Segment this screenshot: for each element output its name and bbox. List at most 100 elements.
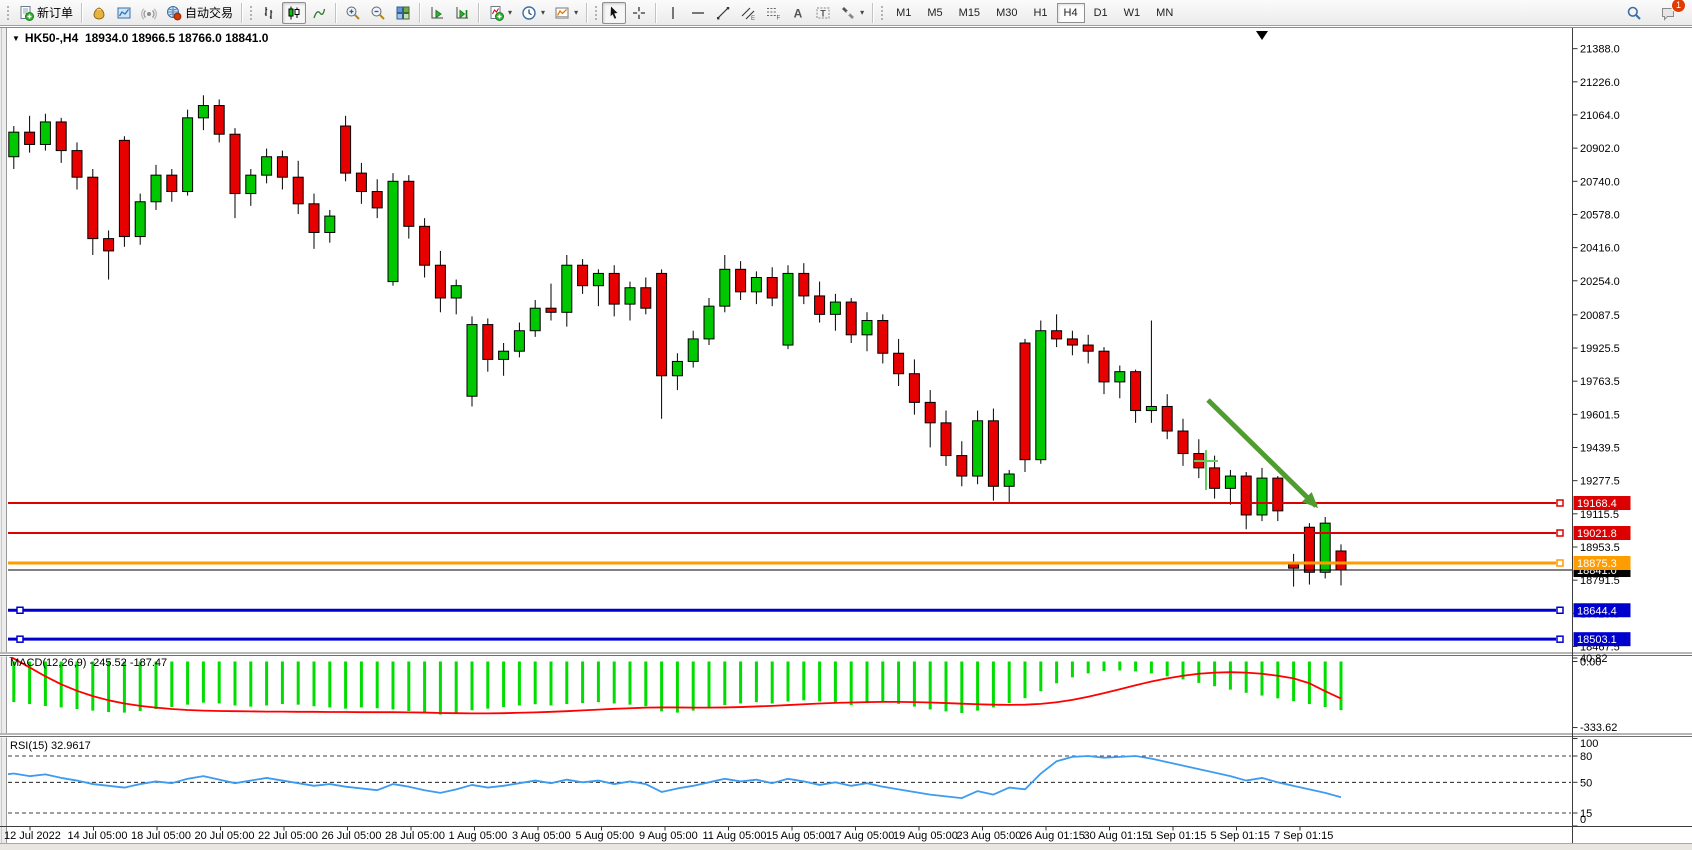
new-order-label: 新订单 bbox=[37, 6, 74, 20]
svg-text:20254.0: 20254.0 bbox=[1580, 276, 1620, 288]
tab-timeframe-m15[interactable]: M15 bbox=[952, 3, 987, 23]
text-label-icon: T bbox=[816, 7, 830, 18]
svg-text:15 Aug 05:00: 15 Aug 05:00 bbox=[766, 830, 831, 842]
vertical-line-icon bbox=[672, 6, 674, 19]
tab-timeframe-h4[interactable]: H4 bbox=[1056, 2, 1085, 23]
notifications-button[interactable]: 1 bbox=[1656, 0, 1686, 24]
bar-chart-mode-button[interactable] bbox=[257, 2, 281, 24]
line-chart-icon bbox=[313, 8, 326, 18]
svg-text:21388.0: 21388.0 bbox=[1580, 44, 1620, 56]
line-drag-handle bbox=[16, 606, 24, 615]
svg-text:19277.5: 19277.5 bbox=[1580, 476, 1620, 488]
auto-scroll-button[interactable] bbox=[425, 2, 449, 24]
signals-button[interactable] bbox=[137, 2, 161, 24]
svg-text:19115.5: 19115.5 bbox=[1580, 509, 1619, 521]
tab-timeframe-h1[interactable]: H1 bbox=[1026, 3, 1054, 23]
svg-text:50: 50 bbox=[1580, 777, 1592, 789]
toolbar-separator bbox=[655, 2, 658, 23]
svg-text:A: A bbox=[794, 6, 803, 20]
tab-timeframe-m5[interactable]: M5 bbox=[920, 3, 949, 23]
indicators-button[interactable]: ▾ bbox=[484, 2, 516, 24]
search-button[interactable] bbox=[1622, 2, 1646, 24]
arrows-tool-button[interactable]: ▾ bbox=[836, 2, 868, 24]
svg-text:18503.1: 18503.1 bbox=[1577, 634, 1617, 646]
svg-text:18 Jul 05:00: 18 Jul 05:00 bbox=[131, 830, 191, 842]
templates-button[interactable]: ▾ bbox=[550, 2, 582, 24]
periods-button[interactable]: ▾ bbox=[517, 2, 549, 24]
price-axis-labels: 21388.0 21226.0 21064.0 20902.0 20740.0 20578… bbox=[1572, 44, 1620, 653]
tab-timeframe-d1[interactable]: D1 bbox=[1087, 3, 1115, 23]
arrows-icon bbox=[842, 6, 855, 19]
tab-timeframe-w1[interactable]: W1 bbox=[1117, 3, 1148, 23]
tab-timeframe-m30[interactable]: M30 bbox=[989, 3, 1024, 23]
fibonacci-tool-button[interactable]: F bbox=[761, 2, 785, 24]
auto-trading-button[interactable]: 自动交易 bbox=[162, 2, 237, 24]
toolbar-separator bbox=[81, 2, 84, 23]
svg-text:28 Jul 05:00: 28 Jul 05:00 bbox=[385, 830, 445, 842]
svg-text:22 Jul 05:00: 22 Jul 05:00 bbox=[258, 830, 318, 842]
charts-button[interactable] bbox=[112, 2, 136, 24]
crosshair-icon bbox=[633, 6, 646, 19]
toolbar-separator bbox=[335, 2, 338, 23]
time-axis-labels: 12 Jul 2022 14 Jul 05:00 18 Jul 05:00 20 Ju… bbox=[4, 827, 1333, 842]
zoom-out-button[interactable] bbox=[366, 2, 390, 24]
zoom-in-button[interactable] bbox=[341, 2, 365, 24]
toolbar-drag-handle[interactable] bbox=[6, 4, 11, 21]
svg-text:19439.5: 19439.5 bbox=[1580, 443, 1620, 455]
zoom-out-icon bbox=[371, 6, 385, 20]
market-watch-icon bbox=[93, 6, 105, 20]
cursor-tool-button[interactable] bbox=[602, 1, 627, 24]
horizontal-level-lines[interactable] bbox=[8, 499, 1572, 643]
chart-shift-marker[interactable] bbox=[1256, 31, 1268, 40]
svg-text:30 Aug 01:15: 30 Aug 01:15 bbox=[1084, 830, 1149, 842]
svg-text:26 Jul 05:00: 26 Jul 05:00 bbox=[322, 830, 382, 842]
chart-title[interactable]: ▼ HK50-,H4 18934.0 18966.5 18766.0 18841.… bbox=[12, 31, 268, 45]
svg-text:11 Aug 05:00: 11 Aug 05:00 bbox=[703, 830, 767, 842]
new-order-button[interactable]: 新订单 bbox=[14, 2, 77, 24]
trendline-tool-button[interactable] bbox=[711, 2, 735, 24]
tab-timeframe-mn[interactable]: MN bbox=[1149, 3, 1180, 23]
candlestick-icon bbox=[288, 6, 300, 19]
search-icon bbox=[1627, 6, 1641, 20]
rsi-indicator-label: RSI(15) 32.9617 bbox=[10, 740, 91, 752]
tab-timeframe-m1[interactable]: M1 bbox=[889, 3, 918, 23]
line-drag-handle bbox=[1556, 499, 1564, 507]
chart-shift-button[interactable] bbox=[450, 2, 474, 24]
new-order-icon bbox=[20, 5, 34, 21]
svg-text:20 Jul 05:00: 20 Jul 05:00 bbox=[195, 830, 255, 842]
macd-indicator-label: MACD(12,26,9) -245.52 -187.47 bbox=[10, 657, 168, 669]
tile-windows-button[interactable] bbox=[391, 2, 415, 24]
template-icon bbox=[555, 7, 569, 18]
svg-text:18875.3: 18875.3 bbox=[1577, 558, 1617, 570]
svg-text:20740.0: 20740.0 bbox=[1580, 176, 1620, 188]
line-chart-mode-button[interactable] bbox=[307, 2, 331, 24]
svg-text:T: T bbox=[820, 8, 826, 18]
drawn-annotations[interactable] bbox=[1194, 398, 1319, 509]
auto-trading-label: 自动交易 bbox=[185, 6, 234, 20]
toolbar-drag-handle[interactable] bbox=[880, 4, 886, 21]
crosshair-tool-button[interactable] bbox=[627, 2, 651, 24]
svg-text:0: 0 bbox=[1580, 814, 1586, 826]
svg-text:1 Sep 01:15: 1 Sep 01:15 bbox=[1147, 830, 1206, 842]
auto-trading-globe-icon bbox=[167, 5, 182, 20]
text-icon: A bbox=[794, 6, 803, 20]
toolbar-drag-handle[interactable] bbox=[249, 4, 255, 21]
chart-shift-icon bbox=[456, 6, 469, 19]
candlestick-mode-button[interactable] bbox=[282, 1, 307, 24]
tile-windows-icon bbox=[396, 6, 410, 19]
candlestick-series bbox=[8, 95, 1347, 587]
line-drag-handle bbox=[1556, 529, 1564, 537]
market-watch-button[interactable] bbox=[87, 2, 111, 24]
svg-text:7 Sep 01:15: 7 Sep 01:15 bbox=[1274, 830, 1333, 842]
channel-tool-button[interactable]: E bbox=[736, 2, 760, 24]
toolbar-drag-handle[interactable] bbox=[594, 4, 600, 21]
svg-text:0.00: 0.00 bbox=[1580, 657, 1601, 669]
vertical-line-tool-button[interactable] bbox=[661, 2, 685, 24]
horizontal-line-tool-button[interactable] bbox=[686, 2, 710, 24]
rsi-pane bbox=[8, 755, 1571, 814]
text-tool-button[interactable]: A bbox=[786, 2, 810, 24]
notification-badge: 1 bbox=[1671, 0, 1686, 13]
toolbar-right-group: 1 bbox=[1622, 0, 1688, 24]
text-label-tool-button[interactable]: T bbox=[811, 2, 835, 24]
